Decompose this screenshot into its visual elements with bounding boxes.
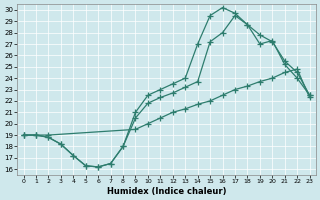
X-axis label: Humidex (Indice chaleur): Humidex (Indice chaleur) <box>107 187 226 196</box>
